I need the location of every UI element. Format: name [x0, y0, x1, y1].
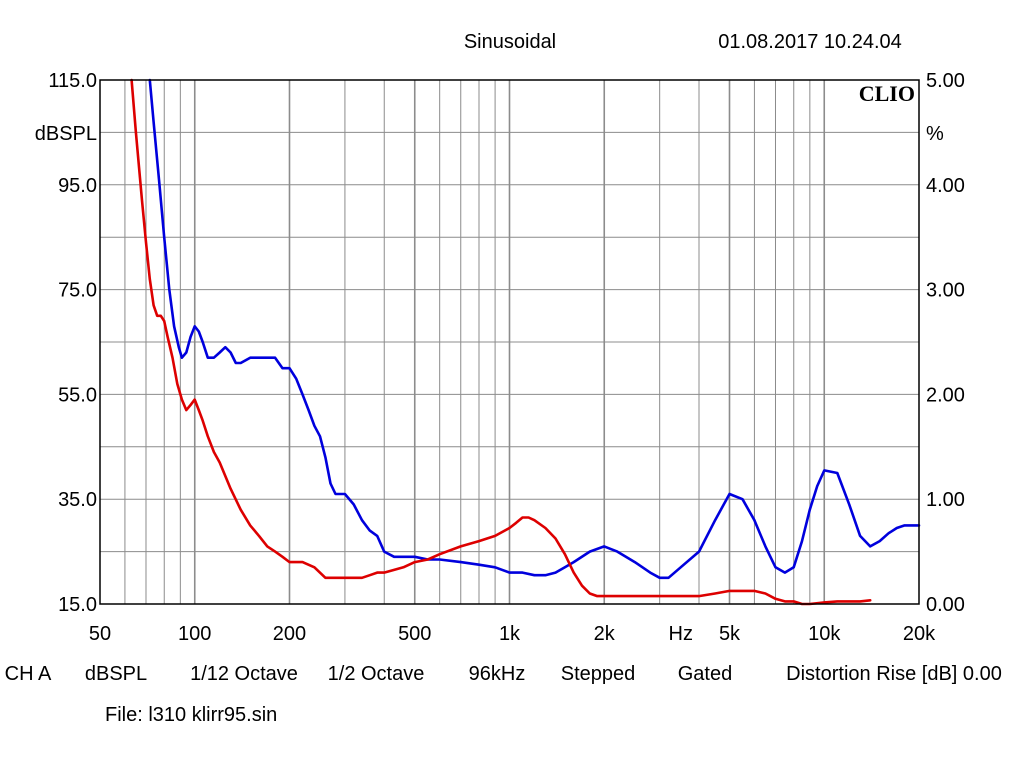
- x-tick-label: 20k: [903, 623, 936, 645]
- y-right-tick-label: 0.00: [926, 594, 965, 616]
- series-group: [130, 78, 921, 606]
- x-tick-label: 500: [398, 623, 431, 645]
- x-tick-label: 1k: [499, 623, 521, 645]
- x-tick-label: 200: [273, 623, 306, 645]
- clio-logo: CLIO: [859, 81, 915, 106]
- y-left-label: dBSPL: [35, 123, 97, 145]
- x-tick-label: 100: [178, 623, 211, 645]
- y-right-label: %: [926, 123, 944, 145]
- footer-file: File: l310 klirr95.sin: [105, 704, 277, 726]
- y-right-tick-label: 2.00: [926, 384, 965, 406]
- x-tick-label: Hz: [669, 623, 693, 645]
- footer-channel: CH A: [5, 663, 52, 685]
- y-left-tick-label: 75.0: [58, 280, 97, 302]
- series-line-2: [130, 78, 872, 606]
- plot-frame: [99, 79, 920, 605]
- y-right-tick-label: 5.00: [926, 70, 965, 92]
- y-left-tick-label: 35.0: [58, 489, 97, 511]
- footer-sweep: Stepped: [561, 663, 636, 685]
- tick-labels: 50 100 200 500 1k 2k Hz 5k 10k 20k 115.0 95.0 75.0 55…: [48, 70, 965, 645]
- footer-resolution: 1/2 Octave: [328, 663, 425, 685]
- x-tick-label: 50: [89, 623, 111, 645]
- footer-gating: Gated: [678, 663, 732, 685]
- footer-sample-rate: 96kHz: [469, 663, 526, 685]
- y-right-tick-label: 4.00: [926, 175, 965, 197]
- x-tick-label: 10k: [808, 623, 841, 645]
- y-right-tick-label: 1.00: [926, 489, 965, 511]
- y-left-tick-label: 95.0: [58, 175, 97, 197]
- footer-unit: dBSPL: [85, 663, 147, 685]
- header-mode: Sinusoidal: [464, 31, 556, 53]
- series-line-1: [148, 78, 921, 580]
- y-right-tick-label: 3.00: [926, 280, 965, 302]
- y-left-tick-label: 15.0: [58, 594, 97, 616]
- footer-smoothing: 1/12 Octave: [190, 663, 298, 685]
- x-tick-label: 5k: [719, 623, 741, 645]
- x-tick-label: 2k: [594, 623, 616, 645]
- y-left-tick-label: 115.0: [48, 70, 97, 92]
- y-left-tick-label: 55.0: [58, 384, 97, 406]
- grid: [100, 80, 919, 604]
- header-datetime: 01.08.2017 10.24.04: [718, 31, 902, 53]
- footer-distortion: Distortion Rise [dB] 0.00: [786, 663, 1002, 685]
